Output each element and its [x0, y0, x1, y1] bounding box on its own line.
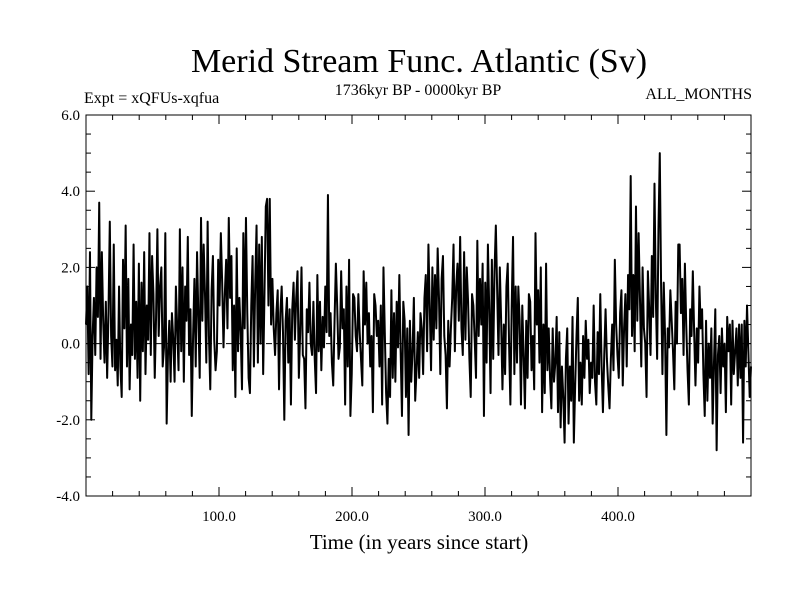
- time-range-label: 1736kyr BP - 0000kyr BP: [335, 82, 502, 99]
- y-tick-label: 6.0: [61, 108, 80, 124]
- x-tick-label: 400.0: [601, 509, 635, 525]
- y-tick-label: 0.0: [61, 337, 80, 353]
- x-tick-label: 300.0: [468, 509, 502, 525]
- chart-title: Merid Stream Func. Atlantic (Sv): [191, 43, 647, 80]
- months-label: ALL_MONTHS: [645, 86, 752, 103]
- x-axis-ticks: [112, 115, 725, 496]
- experiment-label: Expt = xQFUs-xqfua: [84, 90, 219, 107]
- y-tick-label: -4.0: [56, 489, 80, 505]
- x-tick-label: 200.0: [335, 509, 369, 525]
- y-tick-label: -2.0: [56, 413, 80, 429]
- x-axis-tick-labels: 100.0 200.0 300.0 400.0: [202, 509, 635, 525]
- y-axis-tick-labels: -4.0 -2.0 0.0 2.0 4.0 6.0: [56, 108, 80, 505]
- x-axis-label: Time (in years since start): [310, 530, 529, 554]
- x-tick-label: 100.0: [202, 509, 236, 525]
- y-tick-label: 2.0: [61, 260, 80, 276]
- y-tick-label: 4.0: [61, 184, 80, 200]
- data-series-line: [85, 152, 752, 452]
